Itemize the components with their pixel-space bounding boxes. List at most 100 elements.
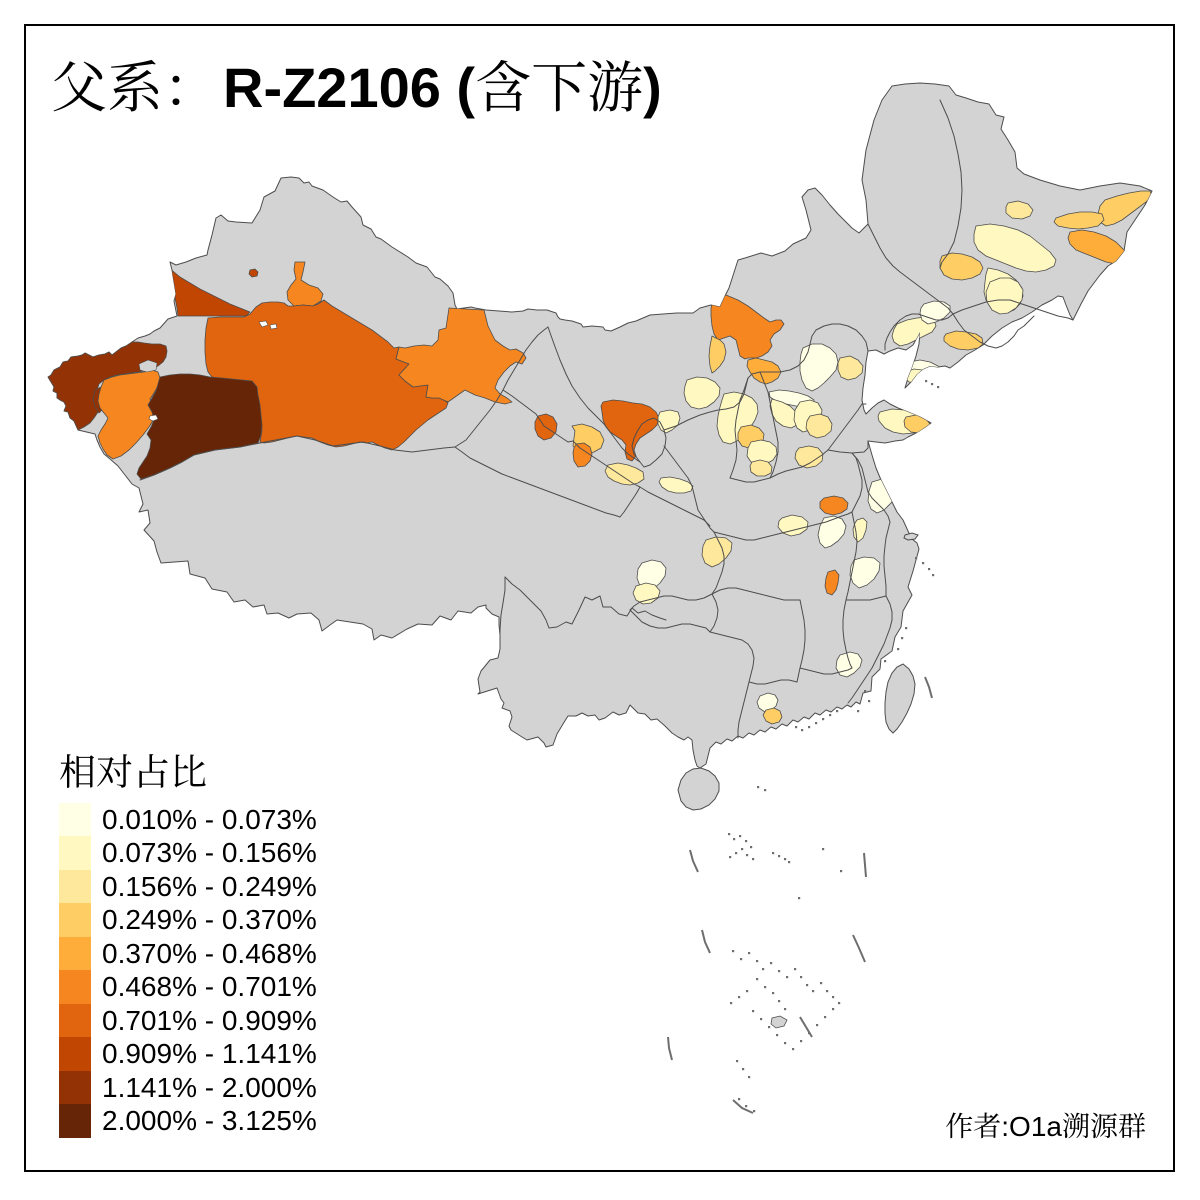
province-border xyxy=(639,486,711,527)
islet xyxy=(742,1068,745,1071)
prefecture-shanxi-e xyxy=(749,459,773,477)
legend-class-label: 1.141% - 2.000% xyxy=(102,1071,317,1103)
islet xyxy=(752,858,755,861)
prefecture-wuhai-west-pale xyxy=(708,335,727,374)
province-border xyxy=(547,326,641,463)
province-border xyxy=(799,599,806,669)
islet xyxy=(750,846,753,849)
prefecture-anqing-t xyxy=(849,556,881,589)
islet xyxy=(770,962,773,965)
province-border xyxy=(842,599,853,669)
spratly-island xyxy=(770,1015,788,1029)
province-border xyxy=(713,511,853,541)
islet xyxy=(832,1008,835,1011)
prefecture-shanxi-d xyxy=(746,439,778,466)
islet xyxy=(824,1016,827,1019)
islet xyxy=(730,1002,733,1005)
province-border xyxy=(139,435,456,481)
islet xyxy=(764,789,767,792)
islet xyxy=(745,1105,748,1108)
islet xyxy=(816,1024,819,1027)
map-title: 父系：R-Z2106 (含下游) xyxy=(51,56,662,116)
islet xyxy=(784,1008,787,1011)
prefecture-guangan-v xyxy=(701,536,733,568)
legend-items: 0.010% - 0.073% 0.073% - 0.156% 0.156% - 0… xyxy=(59,802,317,1138)
province-border xyxy=(502,389,641,488)
legend-class-label: 0.370% - 0.468% xyxy=(102,937,317,969)
islet xyxy=(836,710,839,713)
province-border xyxy=(663,323,869,431)
islet xyxy=(728,833,731,836)
legend-swatch xyxy=(59,836,91,870)
chongming-island xyxy=(903,532,919,541)
prefecture-xinyang-p xyxy=(817,515,847,549)
islet xyxy=(808,726,811,729)
prefecture-fuzhou-aa xyxy=(835,651,863,678)
islet xyxy=(748,1076,751,1079)
province-border xyxy=(631,417,667,468)
province-border xyxy=(867,223,954,315)
islet xyxy=(922,562,925,565)
prefecture-qiqihar xyxy=(939,252,984,281)
legend-swatch xyxy=(59,1070,91,1105)
legend-swatch xyxy=(59,903,91,937)
islet xyxy=(739,835,742,838)
islet xyxy=(760,1018,763,1021)
islet xyxy=(784,858,787,861)
title-haplogroup-value: R-Z2106 ( xyxy=(223,56,476,119)
legend-class-label: 0.073% - 0.156% xyxy=(102,837,317,869)
prefecture-karamay-dot xyxy=(248,268,259,278)
enclave xyxy=(148,414,159,422)
hainan-island xyxy=(677,767,720,811)
province-border xyxy=(629,593,713,611)
prefecture-liaoning-pale2 xyxy=(891,316,937,347)
islet xyxy=(794,968,797,971)
province-border xyxy=(729,377,749,479)
legend-class-label: 0.701% - 0.909% xyxy=(102,1004,317,1036)
islet xyxy=(822,848,825,851)
prefecture-zhengzhou-q xyxy=(819,495,849,516)
islet xyxy=(800,1040,803,1043)
islet xyxy=(915,557,918,560)
islet xyxy=(798,897,801,900)
nine-dash-segment xyxy=(852,934,866,963)
islet xyxy=(925,380,928,383)
title-downstream-note: 含下游 xyxy=(475,44,644,124)
islet xyxy=(745,840,748,843)
province-border xyxy=(883,521,891,597)
legend-class-label: 0.010% - 0.073% xyxy=(102,803,317,835)
nine-dash-segment xyxy=(924,676,933,699)
islet xyxy=(815,722,818,725)
prefecture-beijing xyxy=(799,343,839,392)
islet xyxy=(795,726,798,729)
legend-class-label: 0.468% - 0.701% xyxy=(102,971,317,1003)
islet xyxy=(738,996,741,999)
legend-swatch xyxy=(59,802,91,837)
legend-class-label: 0.249% - 0.370% xyxy=(102,904,317,936)
islet xyxy=(932,574,935,577)
islet xyxy=(756,978,759,981)
province-border xyxy=(709,593,719,633)
legend-row: 0.909% - 1.141% xyxy=(59,1037,317,1071)
nine-dash-segment xyxy=(701,929,711,954)
islet xyxy=(778,855,781,858)
legend: 相对占比 0.010% - 0.073% 0.073% - 0.156% 0.156… xyxy=(59,750,317,1138)
province-border xyxy=(748,667,853,685)
province-border xyxy=(845,595,887,601)
legend-swatch xyxy=(59,970,91,1004)
islet xyxy=(748,952,751,955)
islet xyxy=(937,386,940,389)
islet xyxy=(752,1010,755,1013)
nine-dash-segment xyxy=(689,849,699,873)
islet xyxy=(884,660,887,663)
islet xyxy=(801,729,804,732)
prefecture-suihua xyxy=(973,223,1057,273)
province-border xyxy=(851,452,891,523)
province-border xyxy=(952,299,1074,321)
nine-dash-segment xyxy=(667,1036,673,1061)
islet xyxy=(762,968,765,971)
islet xyxy=(746,854,749,857)
taiwan-island xyxy=(884,663,916,734)
